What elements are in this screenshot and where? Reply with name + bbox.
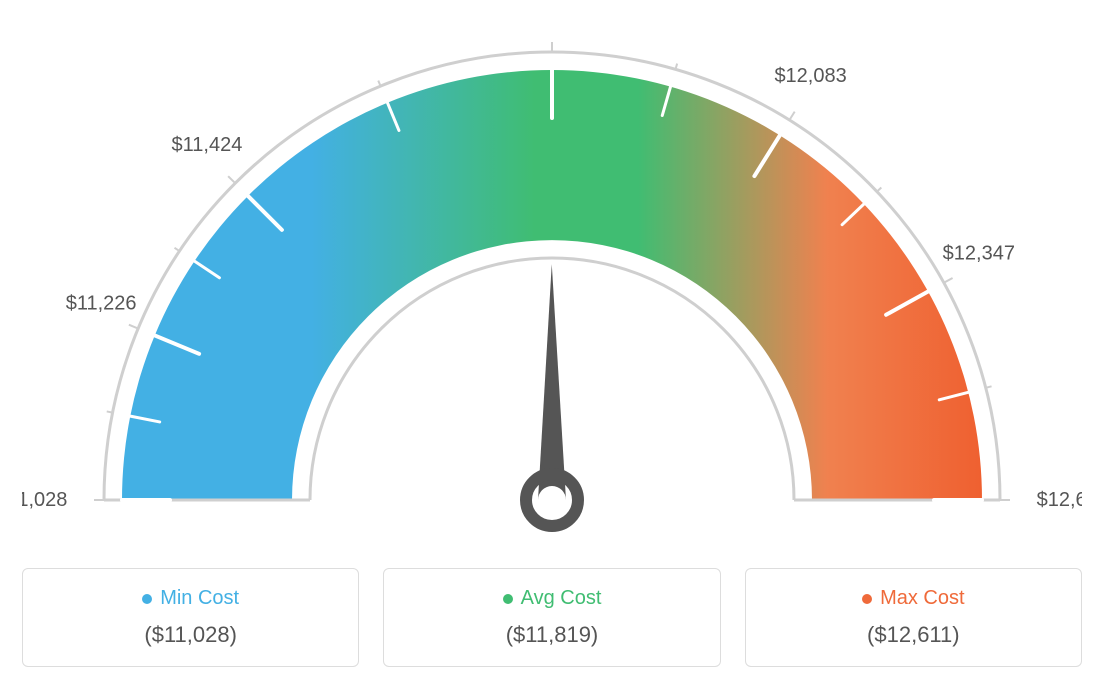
- dot-icon: [142, 594, 152, 604]
- gauge-svg: $11,028$11,226$11,424$11,819$12,083$12,3…: [22, 20, 1082, 560]
- legend-row: Min Cost ($11,028) Avg Cost ($11,819) Ma…: [22, 568, 1082, 667]
- legend-card-max: Max Cost ($12,611): [745, 568, 1082, 667]
- gauge-outline-tick: [107, 411, 113, 412]
- legend-label-max: Max Cost: [880, 587, 964, 610]
- legend-title-min: Min Cost: [33, 587, 348, 610]
- dot-icon: [503, 594, 513, 604]
- gauge-tick-label: $12,083: [774, 65, 846, 87]
- legend-card-avg: Avg Cost ($11,819): [383, 568, 720, 667]
- legend-card-min: Min Cost ($11,028): [22, 568, 359, 667]
- gauge-tick-label: $11,226: [66, 292, 137, 314]
- gauge-outline-tick: [789, 112, 794, 120]
- gauge-outline-tick: [944, 278, 953, 283]
- legend-value-avg: ($11,819): [394, 622, 709, 648]
- legend-label-avg: Avg Cost: [521, 587, 602, 610]
- gauge-outline-tick: [175, 248, 180, 251]
- gauge-outline-tick: [378, 81, 380, 87]
- gauge-outline-tick: [877, 187, 881, 191]
- gauge-tick-label: $12,347: [943, 242, 1015, 264]
- legend-label-min: Min Cost: [160, 587, 239, 610]
- gauge-outline-tick: [228, 176, 235, 183]
- gauge-hub-inner: [538, 486, 566, 514]
- gauge-tick-label: $11,424: [172, 134, 243, 156]
- gauge-tick-label: $11,028: [22, 489, 67, 511]
- legend-title-max: Max Cost: [756, 587, 1071, 610]
- cost-gauge-chart: $11,028$11,226$11,424$11,819$12,083$12,3…: [22, 20, 1082, 560]
- legend-value-min: ($11,028): [33, 622, 348, 648]
- dot-icon: [862, 594, 872, 604]
- gauge-outline-tick: [129, 325, 138, 329]
- gauge-tick-label: $12,611: [1037, 489, 1082, 511]
- legend-title-avg: Avg Cost: [394, 587, 709, 610]
- gauge-needle: [538, 264, 566, 500]
- legend-value-max: ($12,611): [756, 622, 1071, 648]
